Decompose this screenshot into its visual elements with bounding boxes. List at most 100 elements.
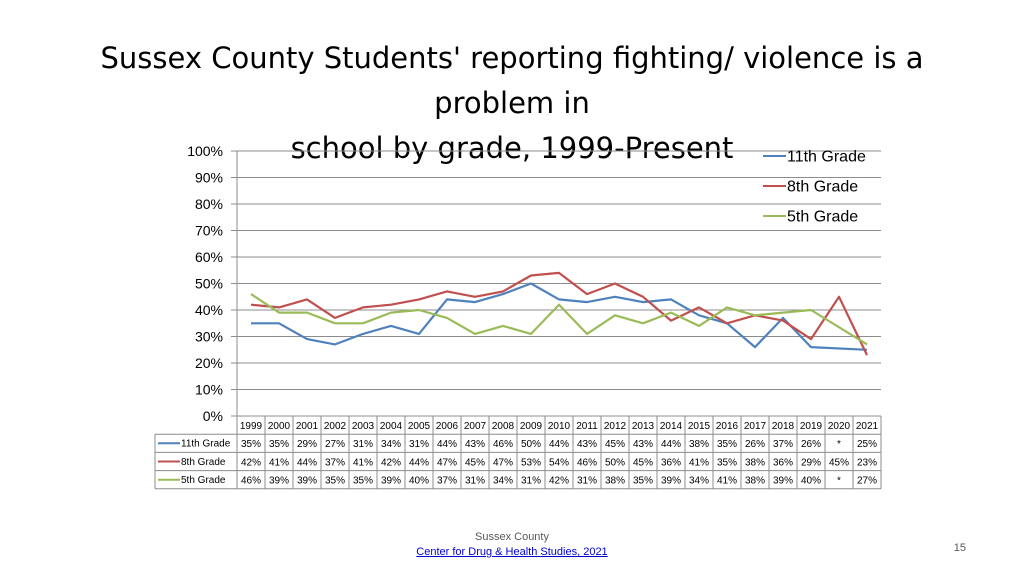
- footer-link[interactable]: Center for Drug & Health Studies, 2021: [416, 546, 608, 558]
- y-tick-label: 70%: [195, 223, 223, 239]
- data-label: 45%: [605, 439, 625, 450]
- data-label: 44%: [297, 457, 317, 468]
- data-label: 36%: [661, 457, 681, 468]
- table-series-name: 8th Grade: [181, 457, 226, 468]
- data-label: 31%: [521, 476, 541, 487]
- x-tick-label: 2007: [464, 421, 487, 432]
- chart-title: Sussex County Students' reporting fighti…: [40, 36, 984, 171]
- x-tick-label: 2014: [660, 421, 683, 432]
- data-label: 37%: [773, 439, 793, 450]
- data-label: 46%: [577, 457, 597, 468]
- y-tick-label: 30%: [195, 329, 223, 345]
- chart-title-line-2: school by grade, 1999-Present: [290, 131, 734, 165]
- y-tick-label: 80%: [195, 196, 223, 212]
- data-label: 41%: [717, 476, 737, 487]
- footer-source: Sussex County: [475, 531, 549, 543]
- y-tick-label: 100%: [187, 143, 223, 159]
- x-tick-label: 2010: [548, 421, 571, 432]
- x-tick-label: 2005: [408, 421, 431, 432]
- x-tick-label: 2021: [856, 421, 879, 432]
- x-tick-label: 2018: [772, 421, 795, 432]
- series-line: [250, 293, 868, 346]
- y-tick-label: 10%: [195, 382, 223, 398]
- data-label: 35%: [717, 457, 737, 468]
- x-tick-label: 2019: [800, 421, 823, 432]
- data-label: 43%: [577, 439, 597, 450]
- data-label: *: [837, 476, 841, 487]
- x-tick-label: 2009: [520, 421, 543, 432]
- x-tick-label: 2013: [632, 421, 655, 432]
- x-tick-label: 2011: [576, 421, 598, 432]
- data-label: 31%: [465, 476, 485, 487]
- data-label: 43%: [465, 439, 485, 450]
- data-label: 46%: [493, 439, 513, 450]
- data-label: 31%: [577, 476, 597, 487]
- data-label: 45%: [465, 457, 485, 468]
- legend-label: 5th Grade: [787, 209, 858, 226]
- data-label: 31%: [353, 439, 373, 450]
- data-label: 35%: [633, 476, 653, 487]
- footer-link-wrap: Center for Drug & Health Studies, 2021: [0, 546, 1024, 558]
- x-tick-label: 2000: [268, 421, 291, 432]
- data-label: 42%: [241, 457, 261, 468]
- data-label: 40%: [409, 476, 429, 487]
- legend-label: 11th Grade: [787, 149, 866, 166]
- data-label: 47%: [493, 457, 513, 468]
- y-tick-label: 20%: [195, 355, 223, 371]
- data-label: 45%: [633, 457, 653, 468]
- data-label: 27%: [857, 476, 877, 487]
- x-tick-label: 2020: [828, 421, 851, 432]
- data-label: 41%: [269, 457, 289, 468]
- data-label: 47%: [437, 457, 457, 468]
- page-number: 15: [953, 542, 966, 554]
- data-label: 39%: [297, 476, 317, 487]
- data-label: 41%: [689, 457, 709, 468]
- y-tick-label: 40%: [195, 302, 223, 318]
- y-tick-label: 0%: [203, 408, 223, 424]
- data-label: 38%: [745, 457, 765, 468]
- data-label: 35%: [241, 439, 261, 450]
- data-label: 43%: [633, 439, 653, 450]
- table-series-name: 11th Grade: [181, 439, 231, 450]
- data-table: 1999 2000 2001 2002 2003 2004 2005 2006 2007 2008…: [154, 415, 882, 490]
- data-label: 26%: [801, 439, 821, 450]
- x-tick-label: 1999: [240, 421, 263, 432]
- data-label: 36%: [773, 457, 793, 468]
- data-label: 25%: [857, 439, 877, 450]
- y-tick-label: 60%: [195, 249, 223, 265]
- x-tick-label: 2003: [352, 421, 375, 432]
- data-label: 27%: [325, 439, 345, 450]
- data-label: 42%: [381, 457, 401, 468]
- data-label: 44%: [437, 439, 457, 450]
- data-label: 44%: [661, 439, 681, 450]
- data-label: 39%: [381, 476, 401, 487]
- data-label: 34%: [381, 439, 401, 450]
- x-tick-label: 2001: [296, 421, 319, 432]
- x-tick-label: 2017: [744, 421, 767, 432]
- data-label: 53%: [521, 457, 541, 468]
- data-label: 50%: [521, 439, 541, 450]
- data-label: 54%: [549, 457, 569, 468]
- data-label: 39%: [269, 476, 289, 487]
- data-label: 37%: [437, 476, 457, 487]
- data-label: 38%: [689, 439, 709, 450]
- data-label: 44%: [549, 439, 569, 450]
- legend-label: 8th Grade: [787, 179, 858, 196]
- x-tick-label: 2016: [716, 421, 739, 432]
- y-tick-label: 50%: [195, 276, 223, 292]
- data-label: 29%: [297, 439, 317, 450]
- x-tick-label: 2015: [688, 421, 711, 432]
- data-label: 38%: [745, 476, 765, 487]
- chart-title-line-1: Sussex County Students' reporting fighti…: [100, 41, 924, 120]
- data-label: 34%: [689, 476, 709, 487]
- data-label: 31%: [409, 439, 429, 450]
- x-tick-label: 2012: [604, 421, 627, 432]
- x-tick-label: 2006: [436, 421, 459, 432]
- x-tick-label: 2002: [324, 421, 347, 432]
- data-label: 35%: [717, 439, 737, 450]
- series-lines: [250, 271, 868, 356]
- series-line: [251, 282, 868, 351]
- x-tick-label: 2008: [492, 421, 515, 432]
- data-label: 34%: [493, 476, 513, 487]
